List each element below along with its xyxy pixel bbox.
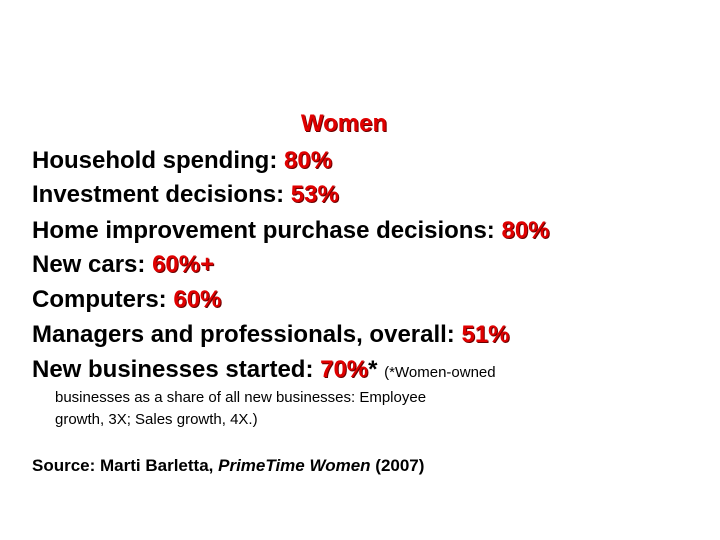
list-item: Household spending: 80% [32, 146, 332, 176]
list-item: Computers: 60% [32, 285, 221, 315]
item-value: 60% [173, 286, 222, 313]
item-value: 80% [284, 147, 333, 174]
item-marker: * [368, 356, 378, 383]
source: Source: Marti Barletta, PrimeTime Women … [32, 456, 424, 476]
item-label: Investment decisions: [32, 181, 285, 208]
source-book: PrimeTime Women [218, 456, 371, 475]
list-item: Investment decisions: 53% [32, 180, 339, 210]
list-item: New cars: 60%+ [32, 250, 214, 280]
item-label: Home improvement purchase decisions: [32, 217, 495, 244]
item-label: Household spending: [32, 147, 278, 174]
item-value: 60%+ [152, 251, 215, 278]
item-value: 51% [461, 321, 510, 348]
source-year: (2007) [375, 456, 425, 475]
item-label: New businesses started: [32, 356, 314, 383]
item-label: Managers and professionals, overall: [32, 321, 455, 348]
item-value: 80% [501, 217, 550, 244]
note-line: growth, 3X; Sales growth, 4X.) [55, 411, 258, 428]
note-line: (*Women-owned [384, 364, 496, 381]
list-item: Managers and professionals, overall: 51% [32, 320, 510, 350]
note-line: businesses as a share of all new busines… [55, 389, 427, 406]
source-prefix: Source: Marti Barletta, [32, 456, 214, 475]
item-label: Computers: [32, 286, 167, 313]
list-item: Home improvement purchase decisions: 80% [32, 216, 550, 246]
item-value: 53% [290, 181, 339, 208]
item-label: New cars: [32, 251, 146, 278]
title: Women [300, 110, 388, 137]
item-value: 70% [320, 356, 369, 383]
list-item: New businesses started: 70%* (*Women-own… [32, 355, 496, 388]
